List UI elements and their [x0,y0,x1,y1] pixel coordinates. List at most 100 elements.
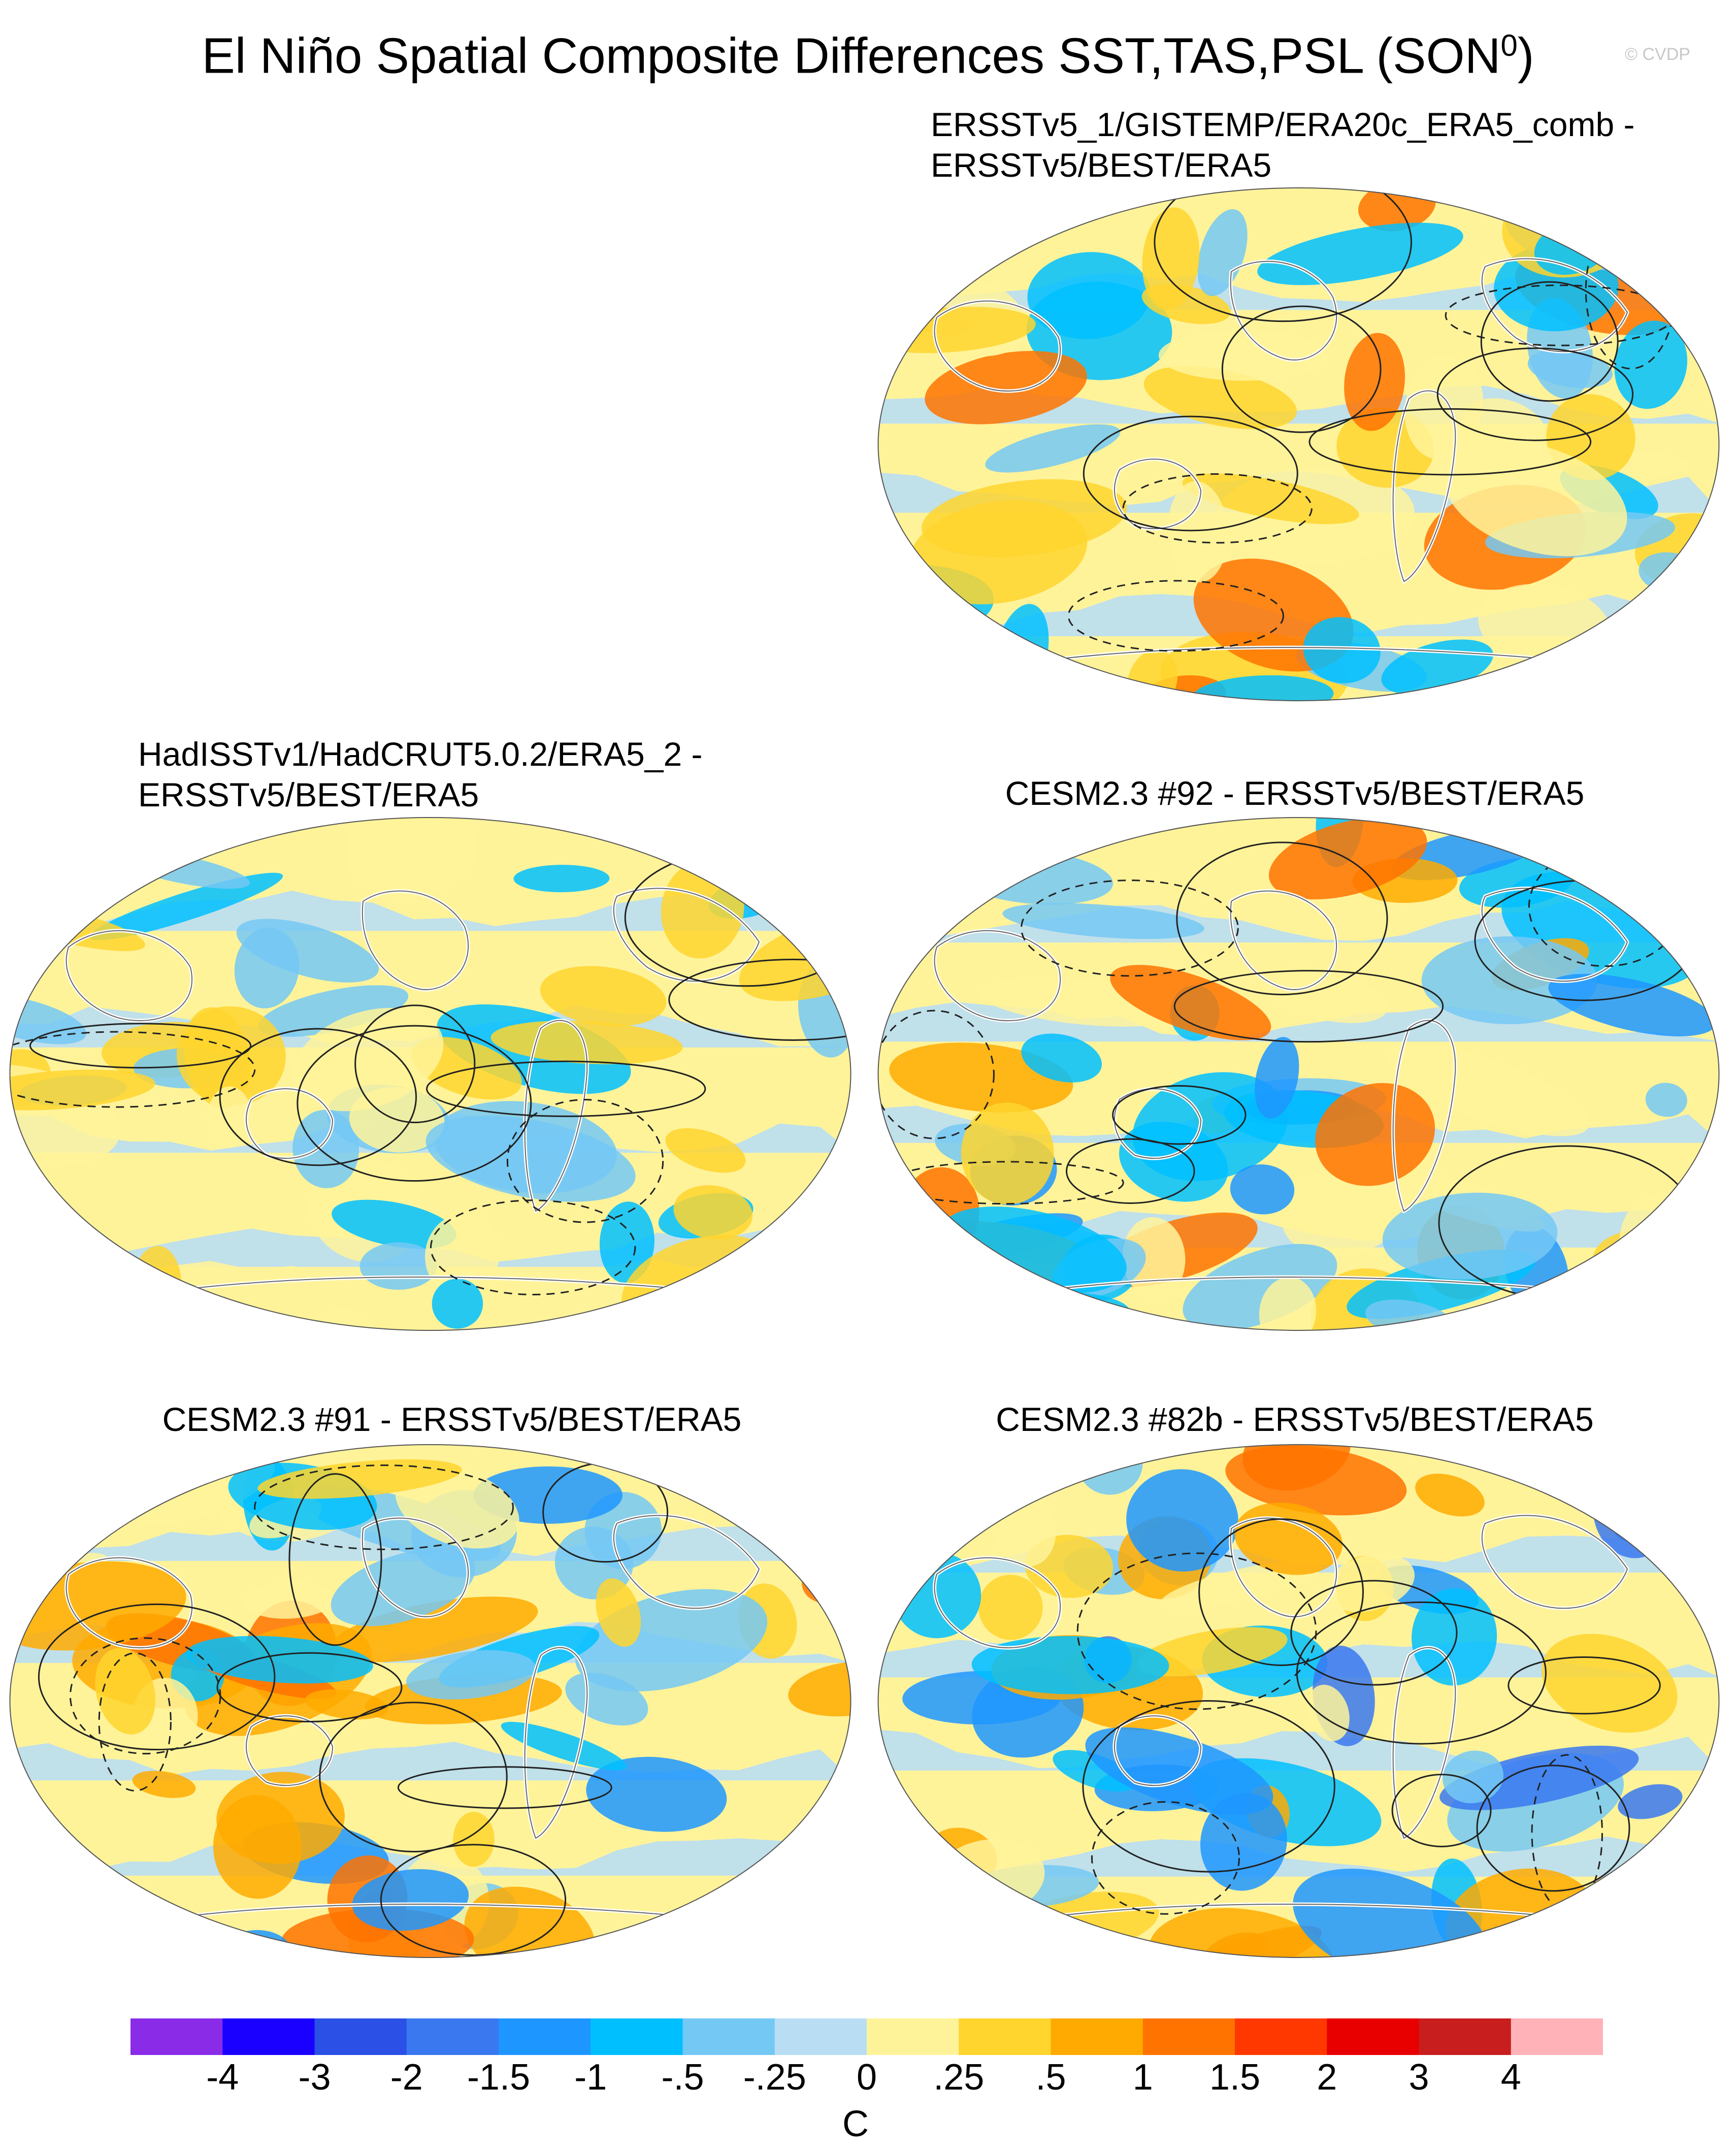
anomaly-region [257,985,409,1037]
slp-contour [397,1766,612,1809]
anomaly-region [1693,266,1719,299]
colorbar-swatch [682,2018,775,2055]
coastline-edge [1114,459,1202,530]
anomaly-region [923,818,1012,843]
slp-contour [380,1844,567,1956]
anomaly-region [87,818,134,848]
slp-contour [1221,305,1382,433]
anomaly-region [978,1575,1043,1640]
anomaly-region [464,1886,596,1958]
slp-contour [1083,415,1298,532]
anomaly-region [186,1636,373,1684]
anomaly-region [132,1771,196,1798]
slp-contour [430,1199,636,1295]
anomaly-region [788,1660,851,1717]
coastline-edge [65,1557,193,1649]
coastline-edge [1230,260,1337,361]
slp-contour [1290,1580,1458,1686]
anomaly-region [1306,1684,1350,1741]
anomaly-region [1542,1634,1678,1733]
anomaly-region [1225,1445,1407,1516]
colorbar-tick-label: -1.5 [467,2057,531,2098]
colorbar-tick-label: -.25 [743,2057,806,2098]
colorbar [130,2018,1603,2055]
anomaly-region [909,500,1088,605]
anomaly-region [1230,1164,1295,1215]
anomaly-region [1167,481,1228,582]
coastline-edge [1481,1515,1628,1609]
anomaly-region [759,1234,851,1315]
anomaly-region [1110,965,1271,1040]
colorbar-tick-label: 2 [1317,2057,1337,2098]
anomaly-region [10,1256,47,1330]
anomaly-region [243,1581,335,1619]
anomaly-region [1143,366,1297,430]
slp-contour [426,1060,706,1117]
colorbar-tick-label: .25 [933,2057,985,2098]
anomaly-region [961,1102,1054,1205]
anomaly-region [882,1929,998,1958]
anomaly-region [971,1636,1169,1694]
map-panel-5 [877,1444,1720,1958]
anomaly-region [1085,1727,1273,1815]
slp-contour [288,1473,382,1646]
panel-3-title: CESM2.3 #92 - ERSSTv5/BEST/ERA5 [1005,774,1585,812]
colorbar-tick-label: 1.5 [1209,2057,1261,2098]
colorbar-swatch [1511,2018,1603,2055]
anomaly-region [1293,1869,1489,1958]
anomaly-region [878,1445,938,1531]
slp-contour [254,1464,514,1550]
field-band [10,1166,851,1206]
slp-contour [10,1031,256,1108]
anomaly-region [406,1650,536,1700]
anomaly-region [1412,1588,1497,1686]
colorbar-tick-label: -3 [298,2057,331,2098]
colorbar-swatch [1051,2018,1143,2055]
anomaly-region [878,188,990,243]
anomaly-region [1645,1083,1687,1117]
anomaly-region [1158,330,1329,381]
anomaly-region [1614,320,1688,409]
anomaly-region [513,865,610,893]
anomaly-region [1126,1469,1238,1572]
anomaly-region [1365,1299,1456,1330]
slp-contour [29,1023,252,1069]
anomaly-region [1527,349,1613,388]
anomaly-region [1002,903,1204,939]
slp-contour [1480,281,1619,402]
colorbar-tick-label: -.5 [661,2057,704,2098]
anomaly-region [1136,1627,1288,1677]
slp-contour [1476,1765,1630,1892]
anomaly-region [665,1128,746,1173]
colorbar-swatch [222,2018,315,2055]
slp-contour [216,1652,403,1723]
field-band [878,1836,1719,1877]
coastline-edge [934,930,1061,1022]
anomaly-region [1444,441,1627,557]
anomaly-region [1142,207,1200,310]
coastline-edge [613,888,760,982]
coastline-edge [934,1557,1061,1649]
slp-contour [219,1028,417,1166]
anomaly-region [1404,354,1484,460]
anomaly-region [1197,209,1248,297]
anomaly-region [1053,1750,1136,1792]
anomaly-region [10,1205,67,1287]
map-panel-2 [9,817,851,1331]
colorbar-swatch [130,2018,223,2055]
colorbar-swatch [406,2018,499,2055]
anomaly-region [1281,1161,1410,1257]
anomaly-region [746,1311,851,1330]
anomaly-region [1325,1554,1415,1612]
map-border [877,1444,1720,1958]
colorbar-units: C [842,2104,869,2144]
anomaly-region [95,1648,156,1735]
slp-contour [319,1702,508,1853]
anomaly-region [207,1086,251,1148]
slp-contour [1122,473,1313,544]
coastline-edge [65,930,193,1022]
slp-contour [1308,408,1592,476]
coastline-edge [1392,1020,1456,1212]
colorbar-tick-label: -2 [390,2057,423,2098]
panel-2-title: HadISSTv1/HadCRUT5.0.2/ERA5_2 - ERSSTv5/B… [138,735,703,813]
